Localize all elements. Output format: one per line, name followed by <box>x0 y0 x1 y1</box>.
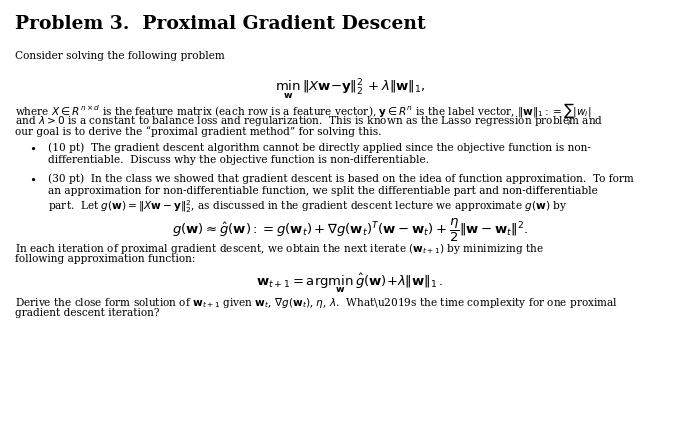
Text: In each iteration of proximal gradient descent, we obtain the next iterate $(\ma: In each iteration of proximal gradient d… <box>15 242 545 256</box>
Text: where $X \in R^{n \times d}$ is the feature matrix (each row is a feature vector: where $X \in R^{n \times d}$ is the feat… <box>15 101 592 128</box>
Text: an approximation for non-differentiable function, we split the differentiable pa: an approximation for non-differentiable … <box>48 186 597 196</box>
Text: gradient descent iteration?: gradient descent iteration? <box>15 308 160 318</box>
Text: differentiable.  Discuss why the objective function is non-differentiable.: differentiable. Discuss why the objectiv… <box>48 155 428 165</box>
Text: Derive the close form solution of $\mathbf{w}_{t+1}$ given $\mathbf{w}_t$, $\nab: Derive the close form solution of $\math… <box>15 296 619 310</box>
Text: (10 pt)  The gradient descent algorithm cannot be directly applied since the obj: (10 pt) The gradient descent algorithm c… <box>48 143 591 153</box>
Text: following approximation function:: following approximation function: <box>15 254 196 264</box>
Text: $\bullet$: $\bullet$ <box>29 173 36 183</box>
Text: and $\lambda > 0$ is a constant to balance loss and regularization.  This is kno: and $\lambda > 0$ is a constant to balan… <box>15 114 603 128</box>
Text: our goal is to derive the “proximal gradient method” for solving this.: our goal is to derive the “proximal grad… <box>15 126 382 137</box>
Text: $\min_{\mathbf{w}}\, \|X\mathbf{w} - \mathbf{y}\|_2^2 + \lambda\|\mathbf{w}\|_1,: $\min_{\mathbf{w}}\, \|X\mathbf{w} - \ma… <box>274 77 426 101</box>
Text: $\bullet$: $\bullet$ <box>29 143 36 153</box>
Text: Consider solving the following problem: Consider solving the following problem <box>15 51 225 61</box>
Text: Problem 3.  Proximal Gradient Descent: Problem 3. Proximal Gradient Descent <box>15 15 426 33</box>
Text: (30 pt)  In the class we showed that gradient descent is based on the idea of fu: (30 pt) In the class we showed that grad… <box>48 173 634 184</box>
Text: part.  Let $g(\mathbf{w}) = \|X\mathbf{w} - \mathbf{y}\|_2^2$, as discussed in t: part. Let $g(\mathbf{w}) = \|X\mathbf{w}… <box>48 198 567 215</box>
Text: $g(\mathbf{w}) \approx \hat{g}(\mathbf{w}) := g(\mathbf{w}_t) + \nabla g(\mathbf: $g(\mathbf{w}) \approx \hat{g}(\mathbf{w… <box>172 216 528 244</box>
Text: $\mathbf{w}_{t+1} = \mathrm{arg}\min_{\mathbf{w}}\, \hat{g}(\mathbf{w}) + \lambd: $\mathbf{w}_{t+1} = \mathrm{arg}\min_{\m… <box>256 272 444 295</box>
